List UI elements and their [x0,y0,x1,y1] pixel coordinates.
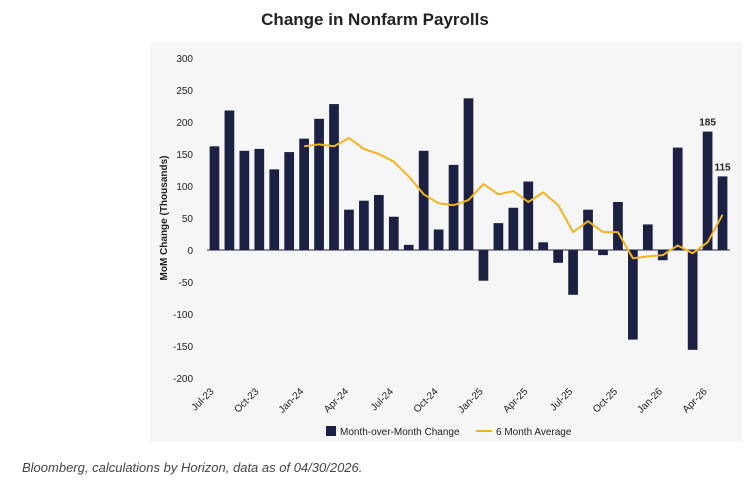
x-tick-label: Jul-24 [369,386,396,413]
y-tick-label: -150 [173,342,193,353]
x-tick-label: Oct-24 [412,386,441,415]
x-tick-label: Jul-23 [190,386,217,413]
bar [672,147,683,250]
bar [299,138,309,250]
chart-panel: 300 250 200 150 100 50 0 -50 -100 -150 -200 MoM Cha… [150,42,742,442]
y-tick-label: -200 [173,374,193,385]
y-axis-title: MoM Change (Thousands) [159,156,170,281]
source-note: Bloomberg, calculations by Horizon, data… [22,460,363,475]
bar [329,104,339,250]
bar [687,250,698,350]
average-line [303,137,724,260]
chart-title: Change in Nonfarm Payrolls [261,10,489,29]
data-label: 115 [714,162,731,173]
x-tick-label: Apr-25 [501,386,530,415]
x-tick-label: Oct-25 [591,386,620,415]
bar [314,118,324,250]
bar [254,148,265,250]
y-tick-label: -50 [179,278,194,289]
y-tick-label: 300 [176,54,193,65]
data-label: 185 [699,118,716,129]
nonfarm-payrolls-chart: 300 250 200 150 100 50 0 -50 -100 -150 -200 MoM Cha… [159,54,731,438]
y-tick-label: 50 [182,214,194,225]
x-tick-label: Apr-26 [681,386,710,415]
x-tick-label: Apr-24 [322,386,351,415]
y-tick-label: 200 [176,118,193,129]
x-tick-label: Jan-25 [456,386,486,416]
y-tick-label: 150 [176,150,193,161]
bar [388,216,399,250]
bar [463,98,474,250]
bar [403,244,414,250]
legend-swatch-bars [326,426,336,436]
legend-label-bars: Month-over-Month Change [340,427,460,438]
bar [523,181,534,250]
bar [628,250,638,340]
bar [269,169,280,250]
bar [359,200,369,250]
bar [508,207,519,250]
bar [284,152,295,250]
bar [209,146,220,250]
bar [224,110,235,250]
bar [344,209,354,250]
bar [717,176,728,250]
bar [613,202,623,250]
bar [598,250,608,256]
bar [583,209,593,250]
bar [448,164,459,250]
bar [418,150,429,250]
bar [553,250,564,263]
bar [478,250,489,281]
y-tick-label: 0 [187,246,193,257]
x-tick-label: Jan-24 [277,386,307,416]
bar [373,194,384,250]
bar [239,150,250,250]
bar [642,224,653,250]
y-tick-label: 250 [176,86,193,97]
legend-label-line: 6 Month Average [496,427,572,438]
x-tick-label: Jan-26 [635,386,665,416]
bar [702,131,713,250]
bar [493,223,504,250]
bar [538,242,549,250]
y-tick-label: -100 [173,310,193,321]
x-tick-label: Oct-23 [232,386,261,415]
bar [433,229,444,250]
bar [568,250,578,295]
y-tick-label: 100 [176,182,193,193]
x-tick-label: Jul-25 [548,386,575,413]
